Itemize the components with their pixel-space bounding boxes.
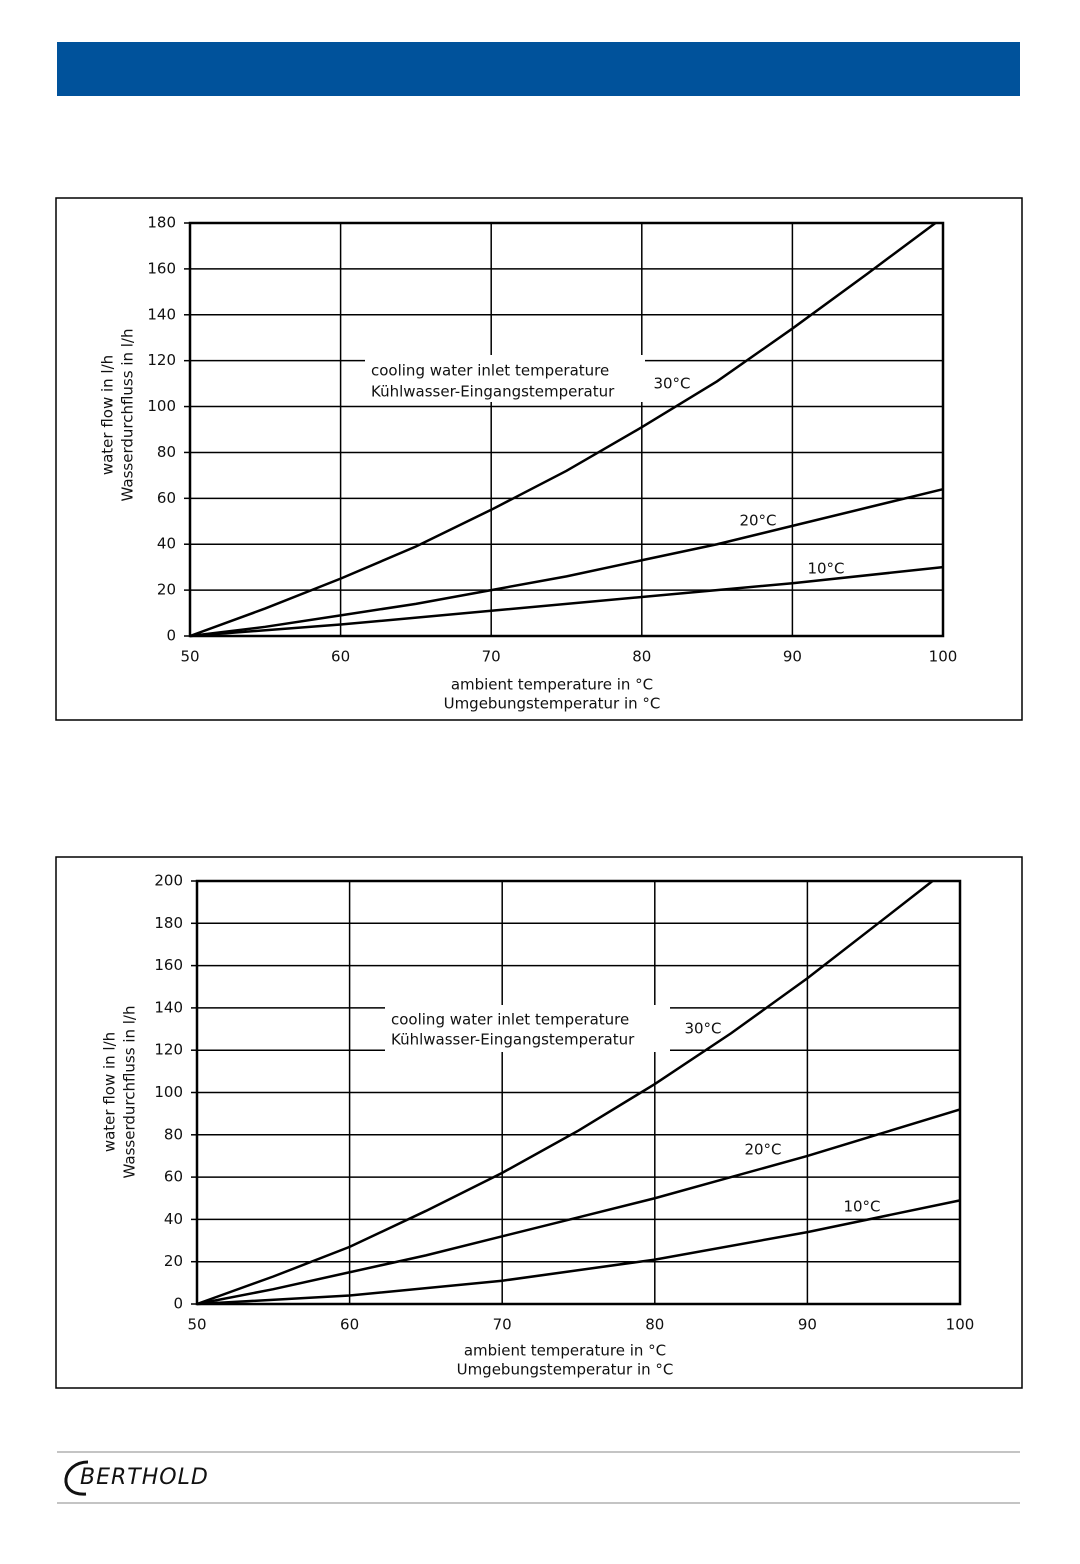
chart-frame [55, 197, 1023, 721]
series-label: 30°C [653, 375, 690, 393]
data-line [189, 221, 937, 638]
x-tick-label: 80 [632, 648, 651, 666]
x-tick-label: 80 [645, 1316, 664, 1334]
x-tick-label: 50 [187, 1316, 206, 1334]
y-tick-label: 140 [147, 305, 176, 323]
y-tick-label: 120 [154, 1041, 183, 1059]
y-tick-label: 160 [147, 259, 176, 277]
plot-border [195, 879, 962, 1306]
y-tick-label: 80 [157, 443, 176, 461]
series-label: 10°C [843, 1198, 880, 1216]
y-tick-label: 180 [147, 214, 176, 232]
series-label: 20°C [744, 1141, 781, 1159]
annotation-box [385, 1005, 670, 1052]
y-tick-label: 20 [157, 581, 176, 599]
annotation: cooling water inlet temperature [371, 362, 609, 380]
y-tick-label: 180 [154, 914, 183, 932]
y-axis-label: water flow in l/h [101, 1032, 119, 1152]
annotation: cooling water inlet temperature [391, 1011, 629, 1029]
y-tick-label: 120 [147, 351, 176, 369]
x-tick-label: 60 [331, 648, 350, 666]
data-line [196, 1108, 961, 1306]
y-tick-label: 100 [154, 1083, 183, 1101]
y-tick-label: 40 [157, 535, 176, 553]
annotation: Kühlwasser-Eingangstemperatur [371, 383, 615, 401]
series-label: 10°C [807, 560, 844, 578]
y-tick-label: 160 [154, 956, 183, 974]
annotation: Kühlwasser-Eingangstemperatur [391, 1031, 635, 1049]
x-axis-label: Umgebungstemperatur in °C [444, 695, 661, 713]
y-tick-label: 20 [164, 1252, 183, 1270]
y-tick-label: 0 [166, 627, 176, 645]
logo-swoosh [64, 1460, 89, 1496]
data-line [196, 880, 934, 1306]
x-tick-label: 90 [783, 648, 802, 666]
series-label: 30°C [684, 1020, 721, 1038]
y-axis-label: water flow in l/h [99, 355, 117, 475]
chart-frame [55, 856, 1023, 1389]
y-tick-label: 100 [147, 397, 176, 415]
x-tick-label: 70 [482, 648, 501, 666]
y-tick-label: 40 [164, 1210, 183, 1228]
y-tick-label: 200 [154, 872, 183, 890]
y-tick-label: 140 [154, 998, 183, 1016]
x-tick-label: 60 [340, 1316, 359, 1334]
x-tick-label: 100 [929, 648, 958, 666]
y-tick-label: 60 [164, 1168, 183, 1186]
x-axis-label: Umgebungstemperatur in °C [457, 1361, 674, 1379]
annotation-box [365, 355, 645, 402]
x-tick-label: 50 [180, 648, 199, 666]
data-line [196, 1199, 961, 1306]
logo: BERTHOLD [80, 1465, 209, 1490]
data-line [189, 487, 944, 638]
y-axis-label: Wasserdurchfluss in l/h [119, 329, 137, 502]
y-axis-label: Wasserdurchfluss in l/h [121, 1006, 139, 1179]
x-axis-label: ambient temperature in °C [464, 1342, 666, 1360]
y-tick-label: 60 [157, 489, 176, 507]
series-label: 20°C [739, 512, 776, 530]
x-tick-label: 100 [946, 1316, 975, 1334]
x-axis-label: ambient temperature in °C [451, 676, 653, 694]
header-bar [57, 42, 1020, 96]
y-tick-label: 80 [164, 1125, 183, 1143]
y-tick-label: 0 [173, 1295, 183, 1313]
x-tick-label: 70 [493, 1316, 512, 1334]
plot-border [188, 221, 945, 638]
data-line [189, 565, 944, 638]
x-tick-label: 90 [798, 1316, 817, 1334]
